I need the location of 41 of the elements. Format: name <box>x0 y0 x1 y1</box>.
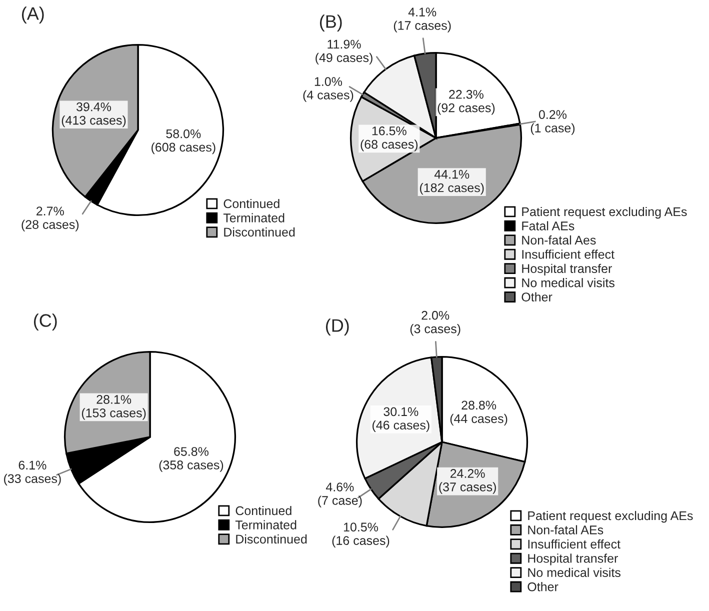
data-label: 30.1% (46 cases) <box>372 407 430 432</box>
data-label: 58.0% (608 cases) <box>152 129 216 154</box>
legend-label: Other <box>522 292 552 302</box>
chart-title: (C) <box>34 314 57 330</box>
legend-label: Patient request excluding AEs <box>528 510 693 523</box>
legend-label: Other <box>528 582 558 592</box>
legend-label: Insufficient effect <box>528 539 620 549</box>
chart-title: (B) <box>320 14 342 32</box>
data-label: 28.8% (44 cases) <box>450 400 508 426</box>
data-label: 28.1% (153 cases) <box>82 395 146 420</box>
legend-label: Terminated <box>235 520 296 530</box>
legend-label: Discontinued <box>224 227 295 237</box>
legend-label: Non-fatal AEs <box>528 525 604 534</box>
legend-label: Fatal AEs <box>522 221 574 230</box>
data-label: 0.2% (1 case) <box>530 110 575 135</box>
chart-title: (D) <box>326 318 349 336</box>
data-label: 22.3% (92 cases) <box>438 90 495 115</box>
data-label: 44.1% (182 cases) <box>420 170 484 195</box>
data-label: 39.4% (413 cases) <box>62 102 126 128</box>
legend-label: Discontinued <box>236 534 307 544</box>
data-label: 6.1% (33 cases) <box>4 460 61 486</box>
legend-label: No medical visits <box>522 278 614 288</box>
legend-label: Continued <box>236 506 292 516</box>
legend-label: Patient request excluding AEs <box>522 206 687 219</box>
data-label: 24.2% (37 cases) <box>439 469 496 494</box>
legend-label: No medical visits <box>528 568 620 578</box>
data-label: 2.0% (3 cases) <box>410 310 460 336</box>
legend-label: Continued <box>224 198 280 208</box>
data-label: 10.5% (16 cases) <box>332 522 390 548</box>
data-label: 11.9% (49 cases) <box>316 40 372 65</box>
legend-label: Terminated <box>223 213 284 222</box>
data-label: 2.7% (28 cases) <box>22 206 79 232</box>
chart-title: (A) <box>22 6 44 24</box>
legend-label: Hospital transfer <box>528 554 618 566</box>
legend-label: Insufficient effect <box>522 250 614 259</box>
data-label: 65.8% (358 cases) <box>159 447 224 472</box>
data-label: 1.0% (4 cases) <box>303 77 354 102</box>
data-label: 4.1% (17 cases) <box>394 8 451 32</box>
legend-label: Hospital transfer <box>522 264 612 276</box>
data-label: 4.6% (7 case) <box>318 482 362 508</box>
legend-label: Non-fatal Aes <box>522 235 596 245</box>
